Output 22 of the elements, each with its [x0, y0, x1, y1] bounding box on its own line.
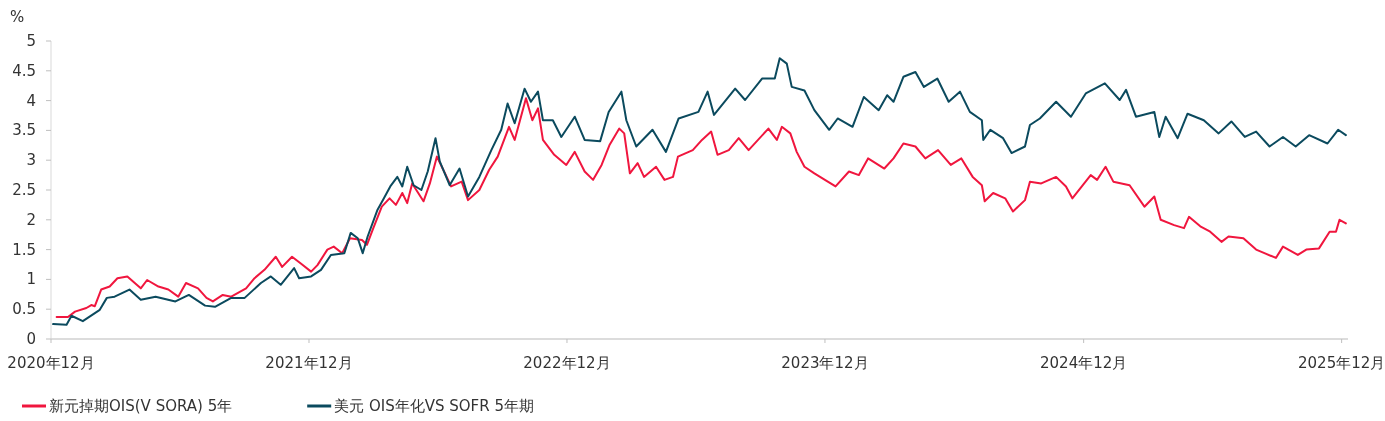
x-tick-label: 2020年12月	[7, 354, 95, 372]
x-tick-label: 2024年12月	[1040, 354, 1128, 372]
y-tick-label: 3	[26, 151, 36, 170]
line-series	[55, 97, 1347, 318]
y-tick-label: 0	[26, 330, 36, 348]
y-tick-label: 1.5	[12, 240, 36, 259]
y-tick-label: 5	[26, 32, 36, 50]
y-tick-label: 3.5	[12, 121, 36, 140]
legend-label: 美元 OIS年化VS SOFR 5年期	[334, 397, 534, 415]
x-tick-label: 2022年12月	[523, 354, 611, 372]
line-series	[52, 57, 1347, 326]
legend-label: 新元掉期OIS(V SORA) 5年	[49, 397, 233, 415]
y-tick-label: 0.5	[12, 300, 36, 319]
y-tick-label: 2	[26, 210, 36, 229]
x-tick-label: 2023年12月	[781, 354, 869, 372]
x-tick-label: 2021年12月	[265, 354, 353, 372]
y-axis-title: %	[10, 8, 25, 26]
y-tick-label: 1	[26, 270, 36, 289]
y-tick-label: 4	[26, 91, 36, 110]
x-tick-label: 2025年12月	[1298, 354, 1385, 372]
y-tick-label: 4.5	[12, 61, 36, 80]
y-tick-label: 2.5	[12, 181, 36, 199]
